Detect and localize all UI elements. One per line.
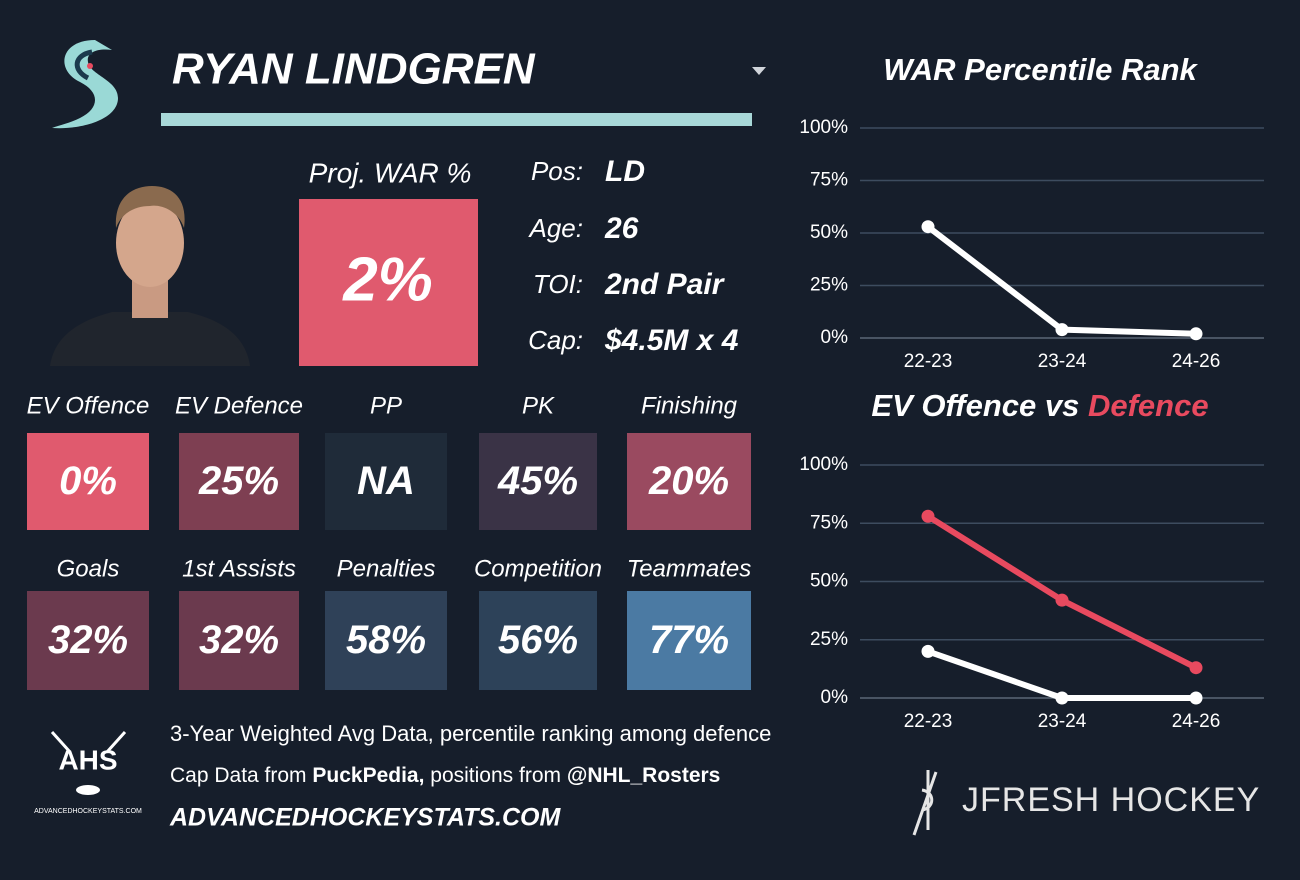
proj-war-label: Proj. WAR %	[309, 157, 472, 188]
data-point	[1189, 691, 1203, 705]
tile-value: 77%	[649, 618, 729, 662]
y-tick-label: 50%	[810, 571, 848, 592]
tile-value: 32%	[48, 618, 128, 662]
tile-label: Teammates	[627, 555, 752, 582]
info-value: LD	[605, 155, 645, 188]
tile-value: 32%	[199, 618, 279, 662]
jfresh-logo: JFRESH HOCKEY	[912, 770, 1260, 836]
data-point	[1189, 327, 1203, 341]
tile-label: Finishing	[641, 392, 738, 419]
ahs-logo-text: AHS	[58, 744, 117, 775]
x-tick-label: 22-23	[904, 711, 953, 732]
tile-value: 25%	[198, 459, 279, 503]
info-label: TOI:	[533, 269, 583, 299]
tile-box	[27, 433, 149, 530]
data-point	[921, 644, 935, 658]
info-value: $4.5M x 4	[604, 324, 739, 357]
chart-title-highlight: Defence	[1088, 388, 1209, 423]
ahs-logo: AHS ADVANCEDHOCKEYSTATS.COM	[34, 730, 142, 815]
info-label: Age:	[528, 213, 584, 243]
x-tick-label: 24-26	[1172, 351, 1221, 372]
data-point	[921, 220, 935, 234]
footer-credits: Cap Data from PuckPedia, positions from …	[170, 764, 720, 787]
tile-box	[479, 591, 597, 690]
info-label: Pos:	[531, 156, 583, 186]
tile-box	[325, 433, 447, 530]
credit-text: positions from	[424, 764, 566, 787]
y-tick-label: 75%	[810, 512, 848, 533]
y-tick-label: 100%	[799, 117, 848, 138]
tile-box	[479, 433, 597, 530]
y-tick-label: 25%	[810, 275, 848, 296]
tile-label: Penalties	[337, 555, 436, 582]
footer-note: 3-Year Weighted Avg Data, percentile ran…	[170, 721, 771, 746]
tile-label: PK	[522, 392, 555, 419]
chart-title-text: EV Offence vs	[871, 388, 1079, 423]
line-chart: EV Offence vs Defence 0% 25% 50% 75% 100% 22-2…	[799, 388, 1264, 732]
tile-label: 1st Assists	[182, 555, 296, 582]
tile-value: 58%	[346, 618, 426, 662]
tile-value: NA	[357, 459, 415, 503]
tile-value: 45%	[497, 459, 578, 503]
tile-box	[325, 591, 447, 690]
ahs-caption: ADVANCEDHOCKEYSTATS.COM	[34, 808, 142, 815]
tile-grid: EV Offence 0% EV Defence 25% PP NA PK 45% Finish…	[27, 392, 752, 690]
credit-source: @NHL_Rosters	[567, 764, 721, 787]
tile-label: PP	[370, 392, 402, 419]
proj-war-value: 2%	[342, 245, 433, 314]
brand-name: JFRESH HOCKEY	[962, 781, 1260, 819]
tile-value: 20%	[648, 459, 729, 503]
info-list: Pos: LD Age: 26 TOI: 2nd Pair Cap: $4.5M x 4	[528, 155, 739, 357]
y-tick-label: 0%	[821, 327, 849, 348]
tile-value: 0%	[59, 459, 117, 503]
tile-box	[627, 591, 751, 690]
proj-war-box	[299, 199, 478, 366]
info-value: 26	[604, 212, 639, 245]
site-url[interactable]: ADVANCEDHOCKEYSTATS.COM	[169, 804, 561, 832]
player-name: RYAN LINDGREN	[172, 45, 536, 94]
y-tick-label: 0%	[821, 687, 849, 708]
y-tick-label: 100%	[799, 454, 848, 475]
tile-label: Goals	[57, 555, 120, 582]
credit-text: Cap Data from	[170, 764, 312, 787]
chart-title: WAR Percentile Rank	[883, 52, 1198, 87]
data-point	[1055, 323, 1069, 337]
team-logo	[52, 40, 118, 129]
name-underline	[161, 113, 752, 126]
data-point	[921, 509, 935, 523]
tile-box	[179, 433, 299, 530]
data-point	[1189, 661, 1203, 675]
credit-source: PuckPedia,	[312, 764, 424, 787]
info-label: Cap:	[528, 325, 583, 355]
x-tick-label: 23-24	[1038, 711, 1087, 732]
info-value: 2nd Pair	[604, 268, 726, 301]
tile-label: EV Offence	[27, 392, 150, 419]
tile-label: EV Defence	[175, 392, 303, 419]
y-tick-label: 25%	[810, 629, 848, 650]
data-point	[1055, 593, 1069, 607]
chart-title: EV Offence vs Defence	[871, 388, 1208, 423]
x-tick-label: 22-23	[904, 351, 953, 372]
y-tick-label: 50%	[810, 222, 848, 243]
tile-label: Competition	[474, 555, 602, 582]
tile-box	[179, 591, 299, 690]
data-point	[1055, 691, 1069, 705]
line-chart: WAR Percentile Rank 0% 25% 50% 75% 100% 22-23 2…	[799, 52, 1264, 372]
player-photo	[50, 186, 250, 366]
x-tick-label: 23-24	[1038, 351, 1087, 372]
chart-title-text: WAR Percentile Rank	[883, 52, 1198, 87]
tile-box	[627, 433, 751, 530]
dropdown-arrow[interactable]	[752, 67, 766, 75]
tile-box	[27, 591, 149, 690]
tile-value: 56%	[498, 618, 578, 662]
y-tick-label: 75%	[810, 170, 848, 191]
x-tick-label: 24-26	[1172, 711, 1221, 732]
